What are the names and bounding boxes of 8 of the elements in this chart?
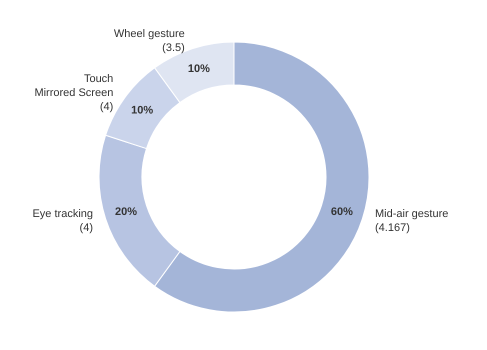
data-label: 60% bbox=[330, 206, 354, 218]
data-label: 10% bbox=[131, 104, 154, 116]
data-label: 10% bbox=[188, 63, 210, 76]
slice-label: Eye tracking (4) bbox=[32, 208, 93, 234]
slice-label: Wheel gesture (3.5) bbox=[114, 28, 185, 54]
slice-label: Mid-air gesture (4.167) bbox=[375, 208, 448, 234]
data-label: 20% bbox=[115, 206, 138, 218]
slice-label: Touch Mirrored Screen (4) bbox=[34, 72, 114, 113]
